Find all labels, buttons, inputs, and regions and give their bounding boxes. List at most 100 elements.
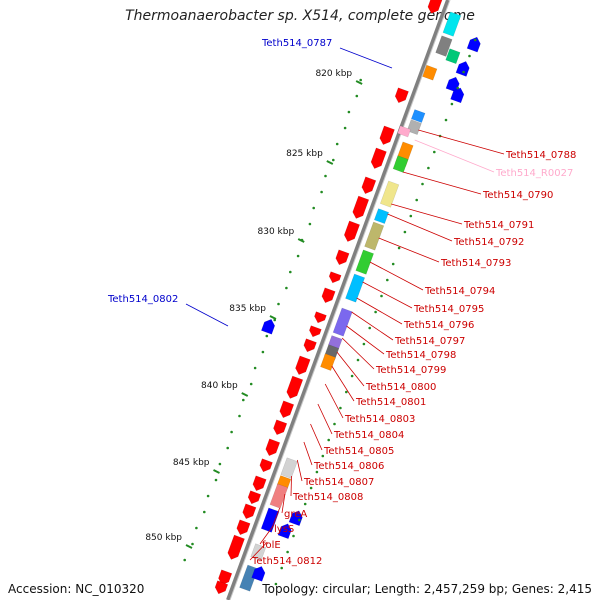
map-title: Thermoanaerobacter sp. X514, complete ge…	[125, 8, 475, 24]
scale-dot	[324, 174, 327, 178]
scale-tick	[213, 469, 220, 474]
scale-label: 845 kbp	[173, 458, 210, 468]
outer-dot	[409, 214, 413, 218]
scale-tick	[185, 544, 193, 549]
outer-dot	[274, 582, 278, 586]
cds-feature-reverse-4	[361, 176, 377, 195]
left-gene-label: Teth514_0802	[107, 294, 178, 305]
outer-dot	[280, 566, 284, 570]
cds-feature-reverse-12	[303, 338, 317, 353]
right-gene-label: Teth514_0795	[413, 304, 484, 315]
cds-feature-reverse-0	[427, 0, 446, 14]
cds-feature-reverse-11	[309, 325, 322, 338]
scale-dot	[347, 110, 351, 114]
right-gene-label: Teth514_0799	[375, 365, 446, 376]
right-label-leader	[418, 129, 505, 155]
right-gene-label: Teth514_0794	[424, 286, 495, 297]
outer-dot	[315, 470, 319, 474]
right-label-leader	[310, 423, 323, 451]
scale-dot	[285, 286, 288, 290]
right-gene-label: Teth514_0807	[303, 477, 374, 488]
outer-feature-3	[406, 119, 422, 135]
outer-dot	[380, 294, 383, 298]
cds-feature-reverse-17	[265, 438, 281, 457]
cds-feature-reverse-15	[279, 400, 295, 419]
outer-dot	[421, 182, 424, 186]
outer-feature-5	[392, 155, 409, 173]
right-gene-label: Teth514_R0027	[495, 168, 573, 179]
topology-label: Topology: circular; Length: 2,457,259 bp…	[262, 582, 592, 596]
cds-feature-reverse-3	[370, 147, 387, 169]
outer-dot	[362, 342, 366, 346]
blue-gene-0	[466, 36, 481, 53]
cds-feature-reverse-5	[352, 195, 370, 219]
scale-dot	[273, 318, 277, 322]
blue-gene-5	[277, 523, 292, 540]
right-gene-label: Teth514_0803	[344, 414, 415, 425]
outer-dot	[462, 70, 465, 74]
cds-feature-reverse-21	[242, 503, 257, 520]
outer-dot	[433, 150, 436, 154]
scale-tick	[241, 392, 249, 397]
outer-dot	[397, 246, 401, 250]
backbone-highlight	[229, 0, 451, 600]
outer-dot	[321, 454, 325, 458]
right-label-leader	[290, 475, 292, 497]
right-gene-label: Teth514_0801	[355, 397, 426, 408]
right-label-leader	[414, 139, 495, 173]
scale-dot	[214, 478, 218, 482]
left-label-leader	[339, 47, 393, 69]
scale-dot	[343, 126, 347, 130]
right-gene-label: Teth514_0808	[292, 492, 363, 503]
scale-tick	[269, 315, 277, 320]
scale-dot	[242, 398, 245, 402]
outer-dot	[298, 518, 301, 522]
outer-dot	[292, 534, 295, 538]
cds-feature-reverse-24	[218, 569, 233, 586]
outer-dot	[327, 438, 331, 442]
scale-dot	[191, 542, 194, 546]
right-label-leader	[341, 337, 375, 370]
rna-feature	[397, 125, 411, 138]
cds-feature-reverse-18	[259, 458, 273, 473]
scale-dot	[195, 526, 198, 530]
orange-gene	[422, 64, 438, 81]
scale-dot	[332, 158, 335, 162]
right-gene-label: Teth514_0798	[385, 350, 456, 361]
cds-feature-reverse-1	[394, 87, 409, 104]
right-label-leader	[271, 507, 281, 529]
cds-feature-reverse-20	[247, 490, 262, 505]
right-gene-label: Teth514_0800	[365, 382, 436, 393]
scale-dot	[355, 94, 359, 98]
right-gene-label: Teth514_0806	[313, 461, 384, 472]
right-label-leader	[351, 311, 394, 341]
outer-feature-10	[345, 273, 366, 303]
right-label-leader	[346, 325, 385, 355]
right-gene-label: Teth514_0790	[482, 190, 553, 201]
blue-gene-2	[445, 76, 460, 93]
accession-label: Accession: NC_010320	[8, 582, 145, 596]
outer-dot	[339, 406, 342, 410]
outer-feature-17	[269, 483, 289, 509]
right-label-leader	[378, 237, 440, 263]
scale-dot	[253, 366, 257, 370]
scale-label: 835 kbp	[229, 304, 266, 314]
right-label-leader	[402, 171, 482, 195]
outer-dot	[468, 54, 471, 58]
scale-dot	[265, 334, 269, 338]
teal-gene	[445, 48, 461, 65]
scale-dot	[218, 462, 222, 466]
right-gene-label: Teth514_0791	[463, 220, 534, 231]
teth514-0802-gene	[261, 318, 276, 335]
cds-feature-reverse-10	[314, 311, 327, 324]
right-label-leader	[317, 403, 333, 435]
outer-feature-15	[280, 457, 298, 479]
scale-dot	[308, 222, 312, 226]
scale-dot	[277, 302, 280, 306]
outer-dot	[345, 390, 348, 394]
scale-dot	[183, 558, 186, 562]
outer-feature-7	[373, 208, 390, 224]
right-gene-label: Teth514_0792	[453, 237, 524, 248]
cds-feature-reverse-2	[379, 125, 395, 145]
scale-dot	[206, 494, 210, 498]
